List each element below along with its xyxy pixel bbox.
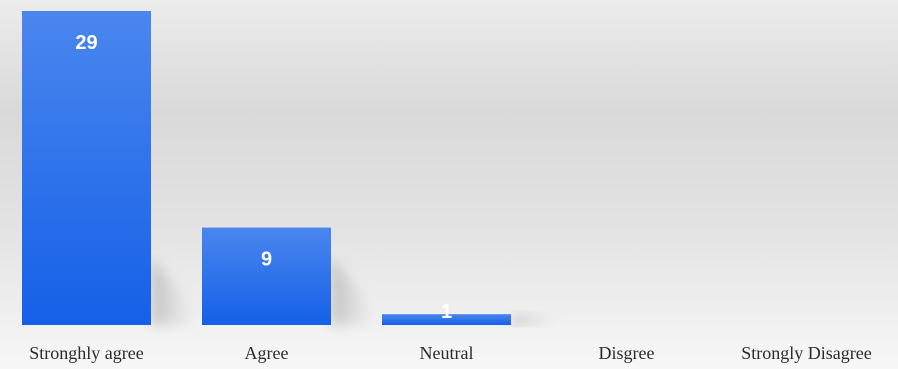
category-label: Strongly Disagree (741, 343, 871, 363)
bar-stronghly-agree (22, 11, 151, 325)
bar-shadow (511, 313, 556, 325)
data-label: 1 (441, 301, 452, 323)
bar-neutral (382, 314, 511, 325)
bar-shadow (331, 257, 376, 325)
data-label: 29 (75, 32, 97, 54)
category-labels: Stronghly agree Agree Neutral Disgree Strong… (29, 343, 871, 363)
bar-agree (202, 227, 331, 325)
category-label: Stronghly agree (29, 343, 143, 363)
category-label: Disgree (599, 343, 655, 363)
category-label: Agree (245, 343, 289, 363)
bar-shadow (151, 257, 196, 325)
bar-shadows (151, 257, 556, 325)
bars: 29 9 1 (22, 11, 511, 325)
category-label: Neutral (420, 343, 474, 363)
data-label: 9 (261, 249, 272, 271)
